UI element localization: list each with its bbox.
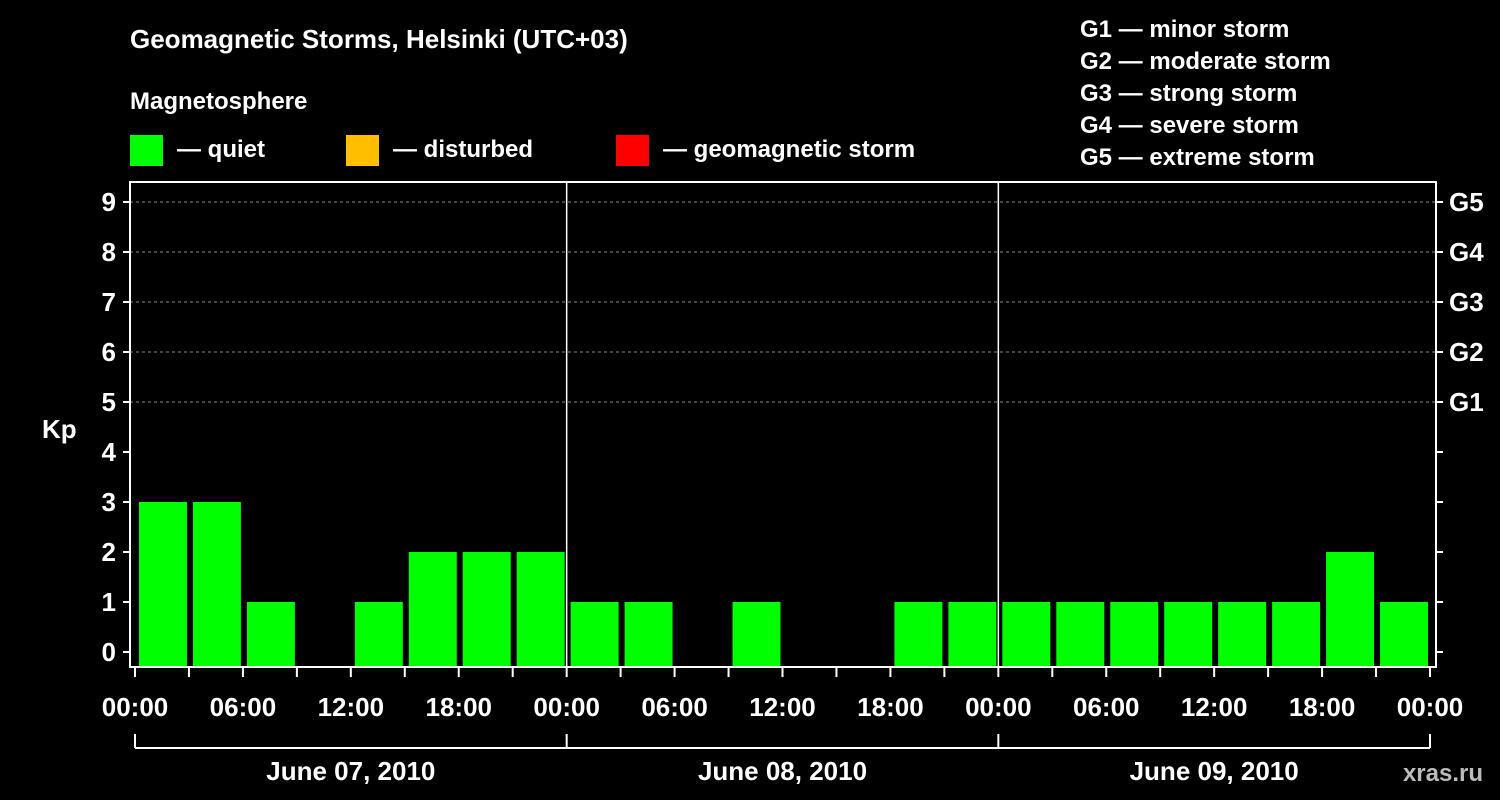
bar-19 [1164, 602, 1213, 667]
x-tick-label-11: 18:00 [1289, 692, 1356, 722]
bar-21 [1272, 602, 1321, 667]
bar-6 [462, 552, 511, 667]
storm-scale-item-4: G5 — extreme storm [1080, 144, 1315, 171]
bar-11 [732, 602, 781, 667]
bar-22 [1326, 552, 1375, 667]
day-label-0: June 07, 2010 [266, 756, 435, 786]
right-tick-label-G1: G1 [1449, 387, 1484, 417]
storm-scale-item-2: G3 — strong storm [1080, 80, 1297, 107]
bar-20 [1218, 602, 1267, 667]
legend-swatch-2 [616, 135, 649, 166]
bar-17 [1056, 602, 1105, 667]
right-tick-label-G4: G4 [1449, 237, 1484, 267]
y-tick-label-1: 1 [102, 587, 116, 617]
right-tick-label-G2: G2 [1449, 337, 1484, 367]
bar-16 [1002, 602, 1051, 667]
y-tick-label-3: 3 [102, 487, 116, 517]
bar-2 [246, 602, 295, 667]
day-label-1: June 08, 2010 [698, 756, 867, 786]
right-tick-label-G5: G5 [1449, 187, 1484, 217]
x-tick-label-6: 12:00 [749, 692, 816, 722]
bar-23 [1380, 602, 1428, 667]
x-tick-label-2: 12:00 [318, 692, 385, 722]
x-tick-label-1: 06:00 [210, 692, 277, 722]
y-tick-label-8: 8 [102, 237, 116, 267]
x-tick-label-5: 06:00 [641, 692, 708, 722]
bar-7 [516, 552, 565, 667]
legend-label-2: — geomagnetic storm [663, 136, 915, 163]
bar-5 [408, 552, 457, 667]
legend-swatch-0 [130, 135, 163, 166]
legend-heading: Magnetosphere [130, 88, 307, 115]
x-tick-label-9: 06:00 [1073, 692, 1140, 722]
bar-15 [948, 602, 997, 667]
x-tick-label-0: 00:00 [102, 692, 169, 722]
legend: — quiet — disturbed — geomagnetic storm [130, 135, 915, 166]
chart-title: Geomagnetic Storms, Helsinki (UTC+03) [130, 24, 628, 54]
legend-label-1: — disturbed [393, 136, 533, 163]
bar-9 [624, 602, 673, 667]
storm-scale-item-1: G2 — moderate storm [1080, 48, 1331, 75]
day-label-2: June 09, 2010 [1130, 756, 1299, 786]
plot-frame [129, 181, 1437, 668]
x-tick-label-4: 00:00 [533, 692, 600, 722]
y-tick-label-4: 4 [102, 437, 117, 467]
y-tick-label-7: 7 [102, 287, 116, 317]
legend-label-0: — quiet [177, 136, 265, 163]
storm-scale-item-3: G4 — severe storm [1080, 112, 1299, 139]
y-tick-label-2: 2 [102, 537, 116, 567]
plot-area: 0 1 2 3 4 5 6 7 8 9 G1 G2 G3 G4 G5 00:00 06:00 12:00 18:00… [102, 181, 1484, 786]
x-tick-label-7: 18:00 [857, 692, 924, 722]
legend-swatch-1 [346, 135, 379, 166]
y-axis-label: Kp [42, 414, 77, 444]
bar-0 [139, 502, 187, 667]
storm-scale-item-0: G1 — minor storm [1080, 16, 1289, 43]
x-tick-label-12: 00:00 [1397, 692, 1464, 722]
right-tick-label-G3: G3 [1449, 287, 1484, 317]
bar-4 [354, 602, 403, 667]
bar-8 [570, 602, 619, 667]
y-tick-label-0: 0 [102, 637, 116, 667]
y-tick-label-6: 6 [102, 337, 116, 367]
bar-1 [192, 502, 241, 667]
y-tick-label-9: 9 [102, 187, 116, 217]
bar-18 [1110, 602, 1159, 667]
x-tick-label-8: 00:00 [965, 692, 1032, 722]
bar-14 [894, 602, 943, 667]
y-tick-label-5: 5 [102, 387, 116, 417]
x-tick-label-3: 18:00 [426, 692, 493, 722]
x-tick-label-10: 12:00 [1181, 692, 1248, 722]
watermark: xras.ru [1403, 760, 1483, 787]
storm-scale: G1 — minor storm G2 — moderate storm G3 — … [1080, 16, 1331, 171]
